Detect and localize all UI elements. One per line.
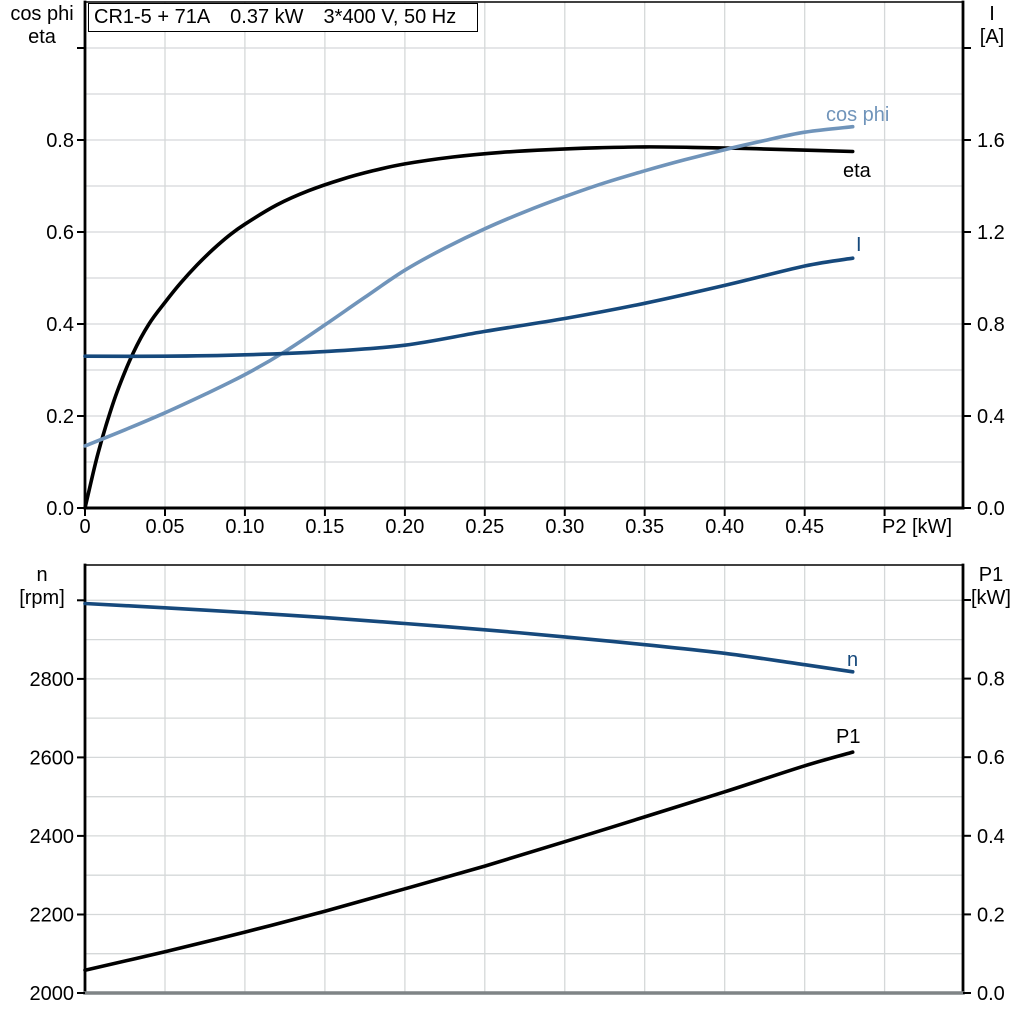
axis-header-eta: eta <box>28 26 56 48</box>
x-tick-label: 0.10 <box>225 516 264 538</box>
left-tick-label: 0.2 <box>46 406 74 428</box>
x-tick-label: 0.40 <box>705 516 744 538</box>
bottom-chart-tick-labels: 2000 2200 2400 2600 2800 0.0 0.2 0.4 0.6 0.8 <box>30 669 1005 1005</box>
right-tick-label: 0.2 <box>977 904 1005 926</box>
left-tick-label: 0.0 <box>46 498 74 520</box>
top-right-axis-header: I [A] <box>960 3 1024 49</box>
axis-header-cos-phi: cos phi <box>10 3 74 25</box>
bottom-chart-gridlines <box>85 565 963 993</box>
right-tick-label: 1.6 <box>977 130 1005 152</box>
x-tick-label: 0.25 <box>465 516 504 538</box>
x-tick-label: 0.05 <box>146 516 185 538</box>
eta-curve <box>83 145 855 510</box>
right-tick-label: 0.8 <box>977 669 1005 691</box>
right-tick-label: 0.8 <box>977 314 1005 336</box>
title-voltage-frequency: 3*400 V, 50 Hz <box>323 6 457 28</box>
x-tick-label: 0.45 <box>785 516 824 538</box>
chart-title-box: CR1-5 + 71A 0.37 kW 3*400 V, 50 Hz <box>88 3 478 32</box>
top-chart-tick-labels: 0.0 0.2 0.4 0.6 0.8 0.0 0.4 0.8 1.2 1.6 0 0.05 0.10 0… <box>46 130 1005 538</box>
top-chart-gridlines <box>85 2 963 508</box>
x-tick-label: 0.35 <box>625 516 664 538</box>
bottom-chart-ticks <box>77 599 971 994</box>
top-chart: 0.0 0.2 0.4 0.6 0.8 0.0 0.4 0.8 1.2 1.6 0 0.05 0.10 0… <box>46 0 1005 538</box>
axis-header-p1: P1 <box>978 564 1004 586</box>
cos-phi-curve <box>83 124 855 448</box>
bottom-chart: 2000 2200 2400 2600 2800 0.0 0.2 0.4 0.6 0.8 n P1 <box>30 563 1005 1005</box>
top-chart-axes <box>83 0 965 510</box>
eta-curve-label: eta <box>843 160 872 182</box>
x-axis-title: P2 [kW] <box>882 516 952 538</box>
right-tick-label: 0.6 <box>977 747 1005 769</box>
n-curve <box>83 601 855 674</box>
left-tick-label: 0.4 <box>46 314 74 336</box>
I-curve <box>83 256 855 359</box>
left-tick-label: 2600 <box>30 747 75 769</box>
x-tick-label: 0.15 <box>305 516 344 538</box>
x-tick-label: 0.30 <box>545 516 584 538</box>
n-curve-label: n <box>847 649 858 671</box>
left-tick-label: 2800 <box>30 669 75 691</box>
left-tick-label: 2400 <box>30 826 75 848</box>
axis-header-current: I <box>989 3 995 25</box>
top-left-axis-header: cos phi eta <box>2 3 82 49</box>
right-tick-label: 0.0 <box>977 498 1005 520</box>
bottom-right-axis-header: P1 [kW] <box>958 564 1024 610</box>
axis-header-p1-unit: [kW] <box>971 587 1011 609</box>
title-pump-model: CR1-5 + 71A <box>94 6 211 28</box>
right-tick-label: 0.0 <box>977 983 1005 1005</box>
P1-curve-label: P1 <box>836 726 860 748</box>
left-tick-label: 2000 <box>30 983 75 1005</box>
right-tick-label: 1.2 <box>977 222 1005 244</box>
title-rated-power: 0.37 kW <box>230 6 304 28</box>
right-tick-label: 0.4 <box>977 826 1005 848</box>
left-tick-label: 0.6 <box>46 222 74 244</box>
P1-curve <box>83 750 855 972</box>
axis-header-current-unit: [A] <box>979 26 1005 48</box>
I-curve-label: I <box>856 234 862 256</box>
bottom-chart-axes <box>83 563 965 995</box>
left-tick-label: 0.8 <box>46 130 74 152</box>
top-chart-ticks <box>77 47 971 516</box>
x-tick-label: 0.20 <box>385 516 424 538</box>
left-tick-label: 2200 <box>30 905 75 927</box>
x-tick-label: 0 <box>79 516 90 538</box>
axis-header-speed-unit: [rpm] <box>19 587 65 609</box>
bottom-left-axis-header: n [rpm] <box>2 564 82 610</box>
right-tick-label: 0.4 <box>977 406 1005 428</box>
cos-phi-curve-label: cos phi <box>826 104 889 126</box>
axis-header-speed: n <box>36 564 48 586</box>
